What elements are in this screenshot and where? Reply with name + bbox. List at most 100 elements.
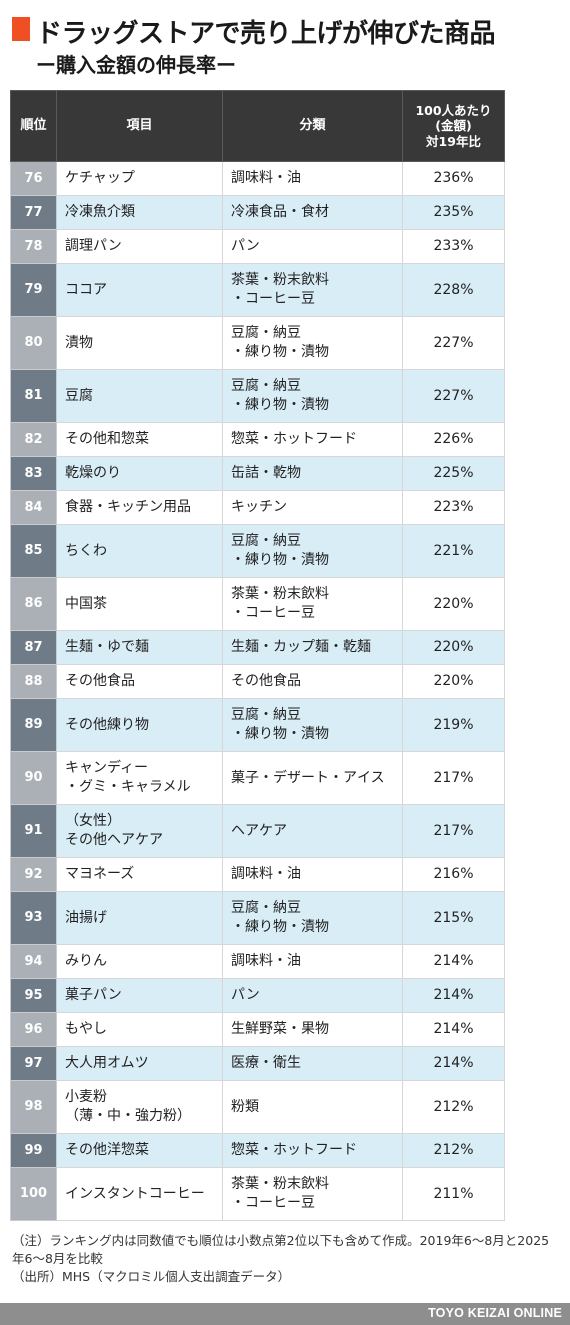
table-row: 88 その他食品 その他食品 220% [10, 664, 505, 699]
rank-cell: 77 [10, 195, 57, 230]
rate-cell-text: 220% [433, 639, 474, 656]
table-row: 86 中国茶 茶葉・粉末飲料 ・コーヒー豆 220% [10, 577, 505, 631]
footer-bar: TOYO KEIZAI ONLINE [0, 1303, 570, 1325]
item-cell-text: 乾燥のり [65, 465, 121, 482]
rate-cell: 227% [402, 316, 505, 370]
table-body: 76 ケチャップ 調味料・油 236% 77 冷凍魚介類 冷凍食品・食材 235% 78 調理パン… [10, 161, 505, 1221]
rank-cell: 90 [10, 751, 57, 805]
item-cell-text: 豆腐 [65, 387, 93, 404]
column-header-rate: 100人あたり (金額) 対19年比 [402, 90, 505, 162]
item-cell-text: 中国茶 [65, 595, 107, 612]
item-cell: その他和惣菜 [56, 422, 223, 457]
title-accent-mark [12, 17, 30, 41]
rank-cell: 89 [10, 698, 57, 752]
table-row: 98 小麦粉 （薄・中・強力粉） 粉類 212% [10, 1080, 505, 1134]
rank-cell-text: 94 [24, 953, 43, 969]
category-cell-text: パン [231, 987, 260, 1004]
table-header: 順位 項目 分類 100人あたり (金額) 対19年比 [10, 90, 505, 162]
rate-cell-text: 212% [433, 1142, 474, 1159]
rate-cell-text: 216% [433, 866, 474, 883]
category-cell: 茶葉・粉末飲料 ・コーヒー豆 [222, 263, 403, 317]
item-cell: インスタントコーヒー [56, 1167, 223, 1221]
table-row: 79 ココア 茶葉・粉末飲料 ・コーヒー豆 228% [10, 263, 505, 317]
table-row: 81 豆腐 豆腐・納豆 ・練り物・漬物 227% [10, 369, 505, 423]
item-cell: 乾燥のり [56, 456, 223, 491]
table-row: 85 ちくわ 豆腐・納豆 ・練り物・漬物 221% [10, 524, 505, 578]
category-cell: 生鮮野菜・果物 [222, 1012, 403, 1047]
rate-cell: 219% [402, 698, 505, 752]
category-cell: 豆腐・納豆 ・練り物・漬物 [222, 524, 403, 578]
category-cell-text: 豆腐・納豆 ・練り物・漬物 [231, 378, 329, 413]
table-row: 83 乾燥のり 缶詰・乾物 225% [10, 456, 505, 491]
item-cell: ケチャップ [56, 161, 223, 196]
column-header-category: 分類 [222, 90, 403, 162]
item-cell: 菓子パン [56, 978, 223, 1013]
rank-cell: 88 [10, 664, 57, 699]
rank-cell-text: 95 [24, 987, 43, 1003]
rank-cell: 85 [10, 524, 57, 578]
item-cell: もやし [56, 1012, 223, 1047]
rank-cell-text: 100 [19, 1186, 48, 1202]
rate-cell: 220% [402, 630, 505, 665]
table-row: 95 菓子パン パン 214% [10, 978, 505, 1013]
item-cell-text: もやし [65, 1021, 107, 1038]
item-cell-text: ちくわ [65, 542, 107, 559]
rate-cell: 235% [402, 195, 505, 230]
category-cell-text: 医療・衛生 [231, 1055, 301, 1072]
table-row: 89 その他練り物 豆腐・納豆 ・練り物・漬物 219% [10, 698, 505, 752]
rate-cell-text: 211% [433, 1185, 474, 1202]
item-cell: 生麺・ゆで麺 [56, 630, 223, 665]
category-cell-text: 茶葉・粉末飲料 ・コーヒー豆 [231, 1176, 329, 1211]
item-cell-text: 食器・キッチン用品 [65, 499, 191, 516]
rate-cell: 216% [402, 857, 505, 892]
rate-cell-text: 215% [433, 909, 474, 926]
rate-cell: 233% [402, 229, 505, 264]
rank-cell: 80 [10, 316, 57, 370]
item-cell-text: 漬物 [65, 334, 93, 351]
item-cell: （女性） その他ヘアケア [56, 804, 223, 858]
category-cell-text: 粉類 [231, 1098, 259, 1115]
rate-cell: 212% [402, 1133, 505, 1168]
category-cell-text: 豆腐・納豆 ・練り物・漬物 [231, 325, 329, 360]
rank-cell: 79 [10, 263, 57, 317]
category-cell-text: 生鮮野菜・果物 [231, 1021, 329, 1038]
table-row: 82 その他和惣菜 惣菜・ホットフード 226% [10, 422, 505, 457]
rank-cell: 87 [10, 630, 57, 665]
rate-cell: 225% [402, 456, 505, 491]
rate-cell-text: 212% [433, 1098, 474, 1115]
table-row: 78 調理パン パン 233% [10, 229, 505, 264]
category-cell: 粉類 [222, 1080, 403, 1134]
rank-cell: 93 [10, 891, 57, 945]
table-row: 93 油揚げ 豆腐・納豆 ・練り物・漬物 215% [10, 891, 505, 945]
item-cell-text: 油揚げ [65, 909, 107, 926]
ranking-table: 順位 項目 分類 100人あたり (金額) 対19年比 76 ケチャップ調味料・油… [10, 90, 505, 1221]
item-cell-text: みりん [65, 953, 107, 970]
rank-cell-text: 83 [24, 465, 43, 481]
item-cell-text: その他和惣菜 [65, 431, 149, 448]
item-cell-text: インスタントコーヒー [65, 1185, 205, 1202]
rate-cell-text: 223% [433, 499, 474, 516]
category-cell-text: 調味料・油 [231, 866, 301, 883]
table-row: 91 （女性） その他ヘアケア ヘアケア 217% [10, 804, 505, 858]
rate-cell: 212% [402, 1080, 505, 1134]
table-row: 100 インスタントコーヒー 茶葉・粉末飲料 ・コーヒー豆 211% [10, 1167, 505, 1221]
category-cell: 菓子・デザート・アイス [222, 751, 403, 805]
category-cell: その他食品 [222, 664, 403, 699]
rate-cell-text: 217% [433, 769, 474, 786]
item-cell-text: （女性） その他ヘアケア [65, 813, 163, 848]
rank-cell: 82 [10, 422, 57, 457]
rank-cell-text: 76 [24, 170, 43, 186]
brand-logo-text: TOYO KEIZAI ONLINE [428, 1306, 562, 1320]
rate-cell: 217% [402, 804, 505, 858]
rank-cell: 76 [10, 161, 57, 196]
column-header-rank: 順位 [10, 90, 57, 162]
rate-cell: 221% [402, 524, 505, 578]
rate-cell-text: 214% [433, 953, 474, 970]
category-cell-text: 生麺・カップ麺・乾麺 [231, 639, 371, 656]
rank-cell-text: 81 [24, 388, 43, 404]
rate-cell-text: 227% [433, 387, 474, 404]
rank-cell: 81 [10, 369, 57, 423]
category-cell: 惣菜・ホットフード [222, 1133, 403, 1168]
rate-cell-text: 214% [433, 1055, 474, 1072]
item-cell: その他練り物 [56, 698, 223, 752]
